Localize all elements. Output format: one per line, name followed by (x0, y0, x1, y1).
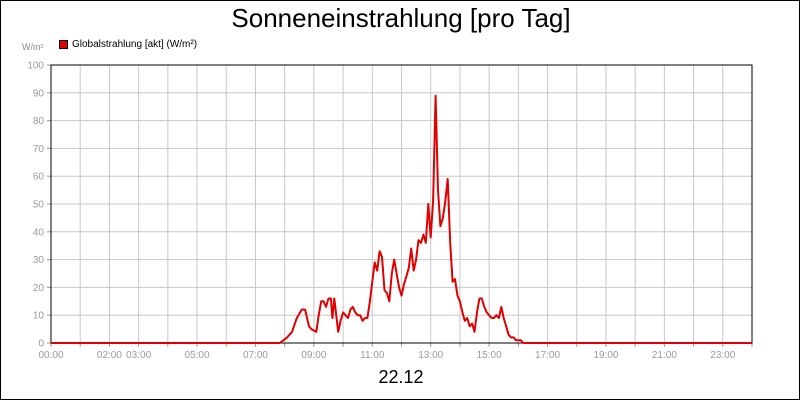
x-tick-label: 15:00 (477, 350, 502, 361)
x-tick-label: 23:00 (710, 350, 735, 361)
x-tick-label: 09:00 (301, 350, 326, 361)
x-tick-label: 07:00 (243, 350, 268, 361)
x-tick-label: 13:00 (418, 350, 443, 361)
y-tick-label: 80 (33, 116, 45, 127)
x-axis-date-label: 22.12 (378, 367, 424, 387)
y-tick-label: 70 (33, 144, 45, 155)
legend-swatch (59, 40, 68, 49)
plot-border (50, 64, 753, 344)
x-tick-label: 05:00 (185, 350, 210, 361)
chart-title: Sonneneinstrahlung [pro Tag] (231, 3, 571, 33)
x-tick-label: 21:00 (652, 350, 677, 361)
y-tick-label: 50 (33, 200, 45, 211)
y-tick-label: 10 (33, 311, 45, 322)
x-tick-label: 03:00 (126, 350, 151, 361)
x-tick-label: 19:00 (593, 350, 618, 361)
x-tick-label: 17:00 (535, 350, 560, 361)
legend-label: Globalstrahlung [akt] (W/m²) (72, 39, 198, 50)
x-tick-label: 00:00 (38, 350, 63, 361)
x-tick-label: 02:00 (97, 350, 122, 361)
y-tick-label: 90 (33, 88, 45, 99)
y-tick-label: 40 (33, 227, 45, 238)
series-line (51, 94, 752, 344)
y-tick-label: 0 (38, 339, 44, 350)
y-axis-unit-label: W/m² (22, 42, 44, 52)
y-tick-label: 30 (33, 255, 45, 266)
y-tick-label: 20 (33, 283, 45, 294)
x-tick-label: 11:00 (360, 350, 385, 361)
y-tick-label: 60 (33, 172, 45, 183)
legend: Globalstrahlung [akt] (W/m²) (59, 39, 197, 50)
y-tick-label: 100 (27, 61, 44, 72)
